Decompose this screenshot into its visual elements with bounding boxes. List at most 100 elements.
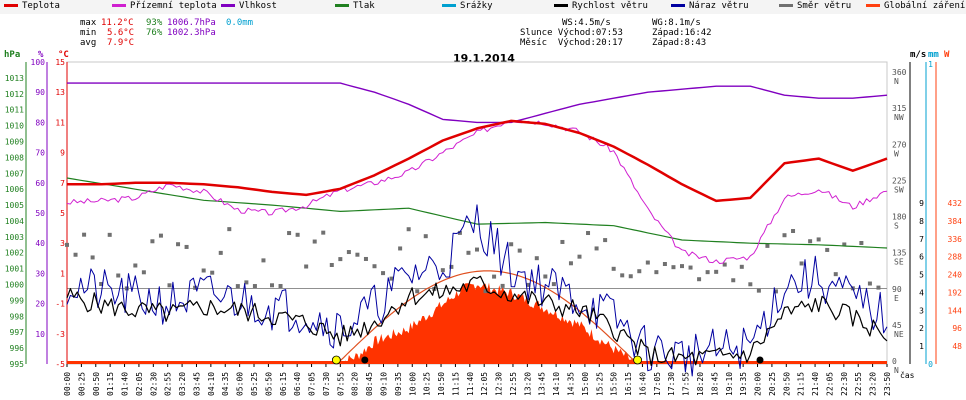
stat-label: avg: [80, 38, 97, 48]
x-tick-label: 21:40: [811, 372, 820, 396]
wind-direction-point: [799, 261, 804, 266]
x-tick-label: 13:45: [538, 372, 547, 396]
wind-direction-point: [210, 270, 215, 275]
sun-marker: [331, 355, 341, 365]
legend-label: Globální záření: [884, 1, 966, 11]
wind-speed-tick-label: 6: [919, 253, 924, 262]
x-tick-label: 10:25: [423, 372, 432, 396]
wind-direction-point: [312, 239, 317, 244]
wind-direction-point: [731, 278, 736, 283]
moonrise-stat: Měsíc Východ:20:17: [520, 38, 623, 48]
wind-direction-point: [287, 231, 292, 236]
wind-direction-point: [475, 247, 479, 252]
wind-direction-point: [304, 264, 309, 269]
wind-direction-point: [201, 268, 206, 273]
wind-direction-point: [705, 270, 710, 275]
wind-direction-point: [338, 257, 343, 262]
radiation-tick-label: 144: [948, 306, 963, 315]
radiation-tick-label: 192: [948, 288, 963, 297]
wind-direction-point: [816, 237, 821, 242]
moonset-stat: Západ:8:43: [652, 38, 707, 48]
x-tick-label: 16:15: [624, 372, 633, 396]
moon-marker: [361, 356, 369, 364]
x-tick-label: 05:00: [236, 372, 245, 396]
wind-speed-tick-label: 4: [919, 288, 924, 297]
temperature-tick-label: 13: [55, 88, 65, 97]
humidity-tick-label: 70: [35, 149, 45, 158]
x-tick-label: 21:15: [797, 372, 806, 396]
wind-direction-point: [671, 265, 676, 270]
wind-direction-point: [295, 232, 300, 237]
humidity-tick-label: 20: [35, 300, 45, 309]
legend-swatch: [554, 4, 568, 7]
wind-direction-point: [808, 239, 813, 244]
stat-hum-max: 93%: [146, 18, 163, 28]
humidity-tick-label: 60: [35, 179, 45, 188]
wind-direction-point: [543, 274, 548, 279]
pressure-tick-label: 1006: [5, 185, 24, 194]
pressure-tick-label: 1004: [5, 217, 24, 226]
x-tick-label: 22:55: [854, 372, 863, 396]
x-tick-label: 17:30: [667, 372, 676, 396]
wind-direction-point: [449, 264, 454, 269]
x-tick-label: 19:35: [739, 372, 748, 396]
humidity-line: [67, 82, 888, 124]
wind-direction-point: [457, 230, 462, 235]
x-tick-label: 00:25: [77, 372, 86, 396]
stats-min-row: min: [80, 28, 96, 38]
wind-direction-point: [859, 241, 864, 246]
temperature-tick-label: 11: [55, 118, 65, 127]
wind-direction-tick-label: 0: [892, 357, 897, 366]
wind-direction-point: [244, 280, 249, 285]
x-tick-label: 01:40: [121, 372, 130, 396]
x-tick-label: 18:45: [710, 372, 719, 396]
wind-direction-tick-label: 360: [892, 68, 907, 77]
pressure-tick-label: 1005: [5, 201, 24, 210]
wind-direction-point: [415, 289, 420, 294]
wind-direction-point: [116, 273, 121, 278]
humidity-unit: %: [38, 50, 44, 60]
wind-direction-point: [363, 256, 368, 261]
x-tick-label: 05:50: [264, 372, 273, 396]
wind-direction-point: [594, 246, 599, 251]
temperature-tick-label: -5: [55, 360, 65, 369]
compass-label: S: [894, 222, 899, 231]
wind-direction-point: [372, 264, 377, 269]
x-tick-label: 18:20: [696, 372, 705, 396]
x-tick-label: 14:35: [567, 372, 576, 396]
wind-direction-point: [381, 271, 386, 276]
pressure-line: [66, 177, 888, 249]
wind-direction-point: [329, 262, 334, 267]
wind-direction-tick-label: 315: [892, 104, 907, 113]
legend-item: Směr větru: [779, 1, 851, 11]
x-tick-label: 07:30: [322, 372, 331, 396]
compass-label: SE: [894, 258, 904, 267]
wind-direction-point: [321, 230, 326, 235]
wind-direction-point: [517, 248, 522, 253]
pressure-tick-label: 1007: [5, 169, 24, 178]
wind-direction-point: [739, 264, 744, 269]
pressure-tick-label: 1008: [5, 153, 24, 162]
legend-label: Přízemní teplota: [130, 1, 217, 11]
x-tick-label: 14:10: [552, 372, 561, 396]
humidity-tick-label: 50: [35, 209, 45, 218]
wind-speed-tick-label: 8: [919, 217, 924, 226]
x-tick-label: 22:05: [825, 372, 834, 396]
wind-direction-point: [261, 258, 266, 263]
compass-label: N: [894, 77, 899, 86]
radiation-tick-label: 432: [948, 199, 963, 208]
pressure-tick-label: 996: [10, 344, 25, 353]
humidity-tick-label: 40: [35, 239, 45, 248]
wind-direction-point: [628, 274, 633, 279]
legend-bar: Teplota Přízemní teplota Vlhkost Tlak Sr…: [0, 0, 966, 14]
legend-item: Přízemní teplota: [112, 1, 217, 11]
legend-swatch: [4, 4, 18, 7]
legend-label: Srážky: [460, 1, 493, 11]
wind-gust-stat: WG:8.1m/s: [652, 18, 701, 28]
wind-direction-tick-label: 45: [892, 321, 902, 330]
x-tick-label: 06:15: [279, 372, 288, 396]
stat-label: max: [80, 18, 97, 28]
x-tick-label: 02:05: [135, 372, 144, 396]
x-tick-label: 08:45: [365, 372, 374, 396]
